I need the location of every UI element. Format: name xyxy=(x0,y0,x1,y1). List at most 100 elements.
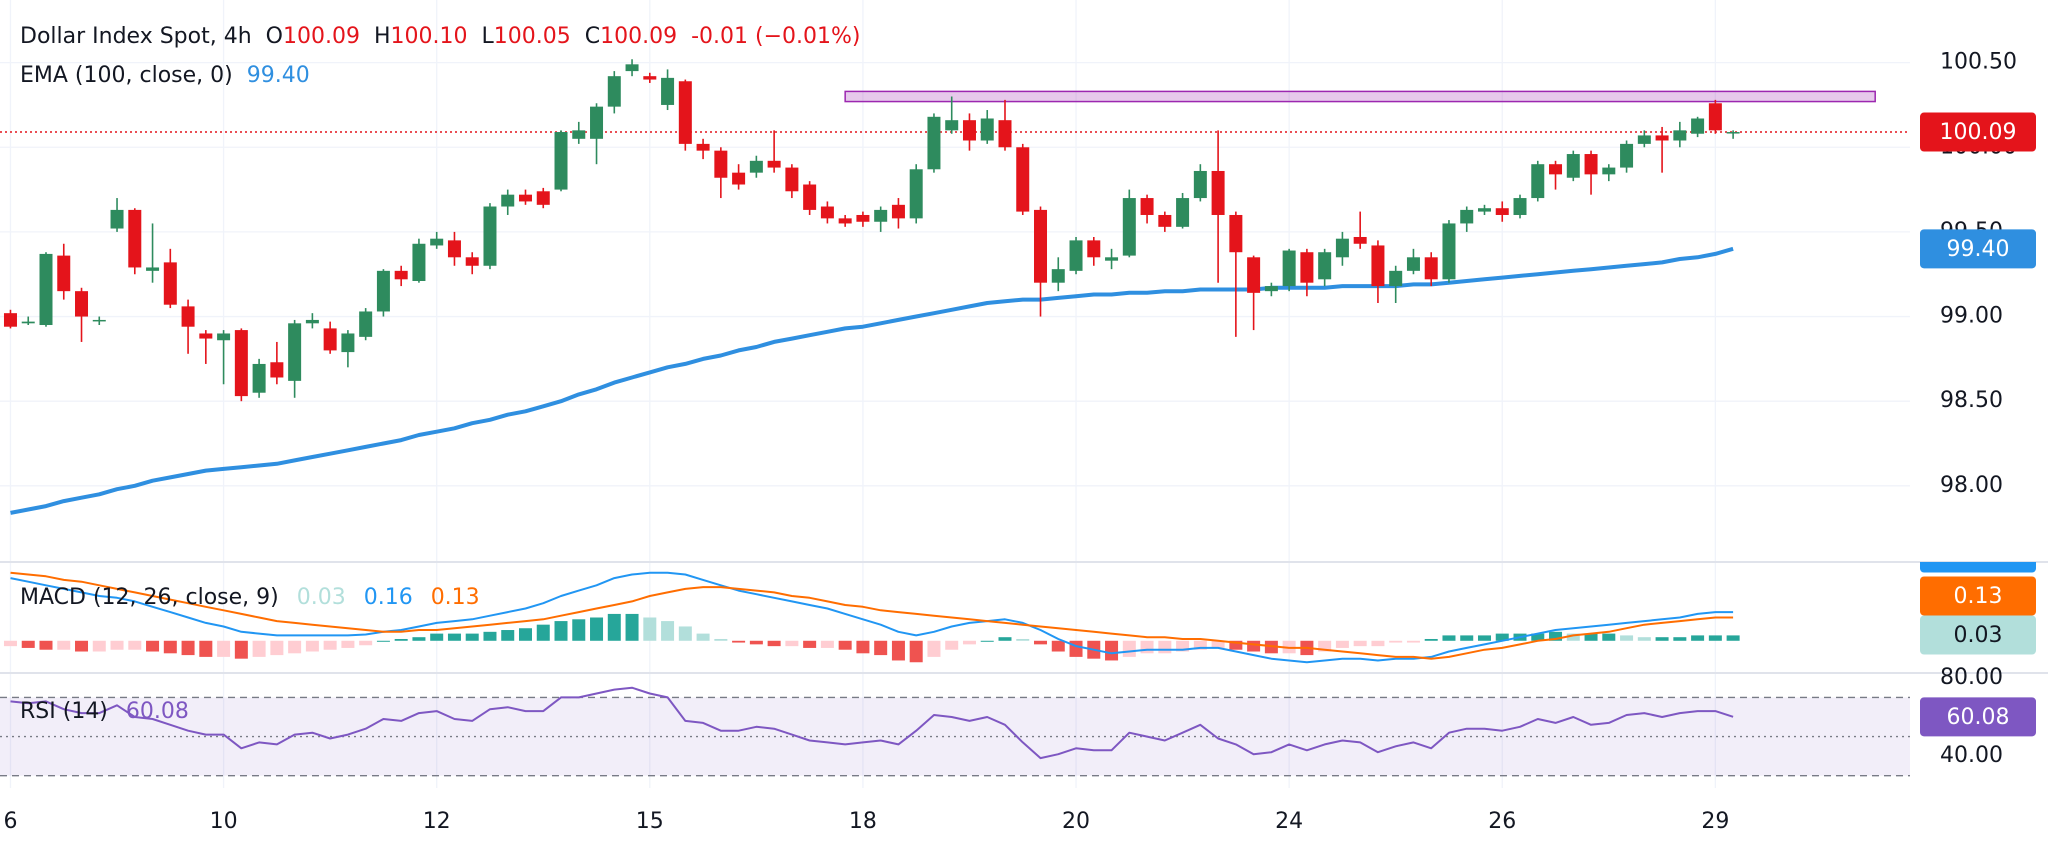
candle-body xyxy=(927,116,941,170)
histogram-bar xyxy=(1122,640,1136,657)
candle-body xyxy=(1566,154,1580,178)
candle-body xyxy=(1069,240,1083,271)
candle-body xyxy=(305,319,319,324)
histogram-bar xyxy=(1211,640,1225,648)
histogram-bar xyxy=(146,640,160,652)
histogram-bar xyxy=(1460,635,1474,641)
candle-body xyxy=(1353,236,1367,244)
candle-body xyxy=(1051,269,1065,283)
histogram-bar xyxy=(1691,635,1705,641)
legend-ema: EMA (100, close, 0) 99.40 xyxy=(20,63,310,88)
candle-body xyxy=(128,209,142,268)
histogram-bar xyxy=(714,638,728,641)
candle-body xyxy=(1176,198,1190,227)
candle-body xyxy=(1389,270,1403,287)
x-tick-label: 6 xyxy=(3,809,17,834)
histogram-bar xyxy=(1389,640,1403,643)
candle-body xyxy=(980,118,994,141)
candle-body xyxy=(554,132,568,190)
histogram-bar xyxy=(430,633,444,641)
histogram-bar xyxy=(1673,637,1687,641)
x-tick-label: 15 xyxy=(636,809,664,834)
histogram-bar xyxy=(181,640,195,656)
histogram-bar xyxy=(1335,640,1349,648)
histogram-bar xyxy=(465,633,479,641)
candle-body xyxy=(909,169,923,219)
histogram-bar xyxy=(536,624,550,641)
legend-text: 0.13 xyxy=(431,585,480,610)
legend-text: L xyxy=(482,24,495,49)
candle-body xyxy=(270,362,284,378)
legend-macd: MACD (12, 26, close, 9) 0.03 0.16 0.13 xyxy=(20,585,480,610)
price-label-box xyxy=(1920,562,2036,573)
candle-body xyxy=(1655,135,1669,141)
ema-line xyxy=(10,246,1734,515)
histogram-bar xyxy=(1016,638,1030,641)
histogram-bar xyxy=(412,637,426,641)
candle-body xyxy=(1602,167,1616,175)
candle-body xyxy=(75,291,89,317)
legend-text: 99.40 xyxy=(247,63,310,88)
histogram-bar xyxy=(803,640,817,648)
price-axis: 61012151820242629100.50100.0099.5099.009… xyxy=(3,50,2036,834)
histogram-bar xyxy=(288,640,302,654)
y-tick-label: 100.50 xyxy=(1940,50,2017,75)
price-label-box xyxy=(1920,229,2036,269)
x-tick-label: 18 xyxy=(849,809,877,834)
price-label: 60.08 xyxy=(1947,705,2010,730)
histogram-bar xyxy=(394,638,408,641)
candle-body xyxy=(803,184,817,210)
candle-body xyxy=(590,106,604,139)
x-tick-label: 10 xyxy=(210,809,238,834)
histogram-bar xyxy=(199,640,213,657)
histogram-bar xyxy=(1477,635,1491,641)
legend-text: 100.09 xyxy=(283,24,360,49)
histogram-bar xyxy=(1424,638,1438,641)
candle-body xyxy=(1477,208,1491,212)
candle-body xyxy=(1229,214,1243,253)
y-tick-label: 98.00 xyxy=(1940,473,2003,498)
y-tick-label: 80.00 xyxy=(1940,665,2003,690)
histogram-bar xyxy=(962,640,976,645)
histogram-bar xyxy=(110,640,124,650)
candle-body xyxy=(1335,238,1349,258)
legend: Dollar Index Spot, 4h O100.09 H100.10 L100.… xyxy=(20,24,861,724)
candle-body xyxy=(39,253,53,326)
histogram-bar xyxy=(696,633,710,641)
legend-text: 60.08 xyxy=(126,699,189,724)
x-tick-label: 12 xyxy=(423,809,451,834)
candle-body xyxy=(1691,118,1705,134)
legend-text: 100.10 xyxy=(391,24,468,49)
histogram-bar xyxy=(501,630,515,641)
candle-body xyxy=(252,363,266,393)
x-tick-label: 20 xyxy=(1062,809,1090,834)
candle-body xyxy=(1371,245,1385,287)
candle-body xyxy=(572,130,586,139)
histogram-bar xyxy=(447,633,461,641)
histogram-bar xyxy=(1051,640,1065,652)
candle-body xyxy=(643,76,657,80)
rsi-pane xyxy=(0,686,1910,777)
histogram-bar xyxy=(57,640,71,650)
candle-body xyxy=(412,243,426,281)
histogram-bar xyxy=(305,640,319,652)
histogram-bar xyxy=(856,640,870,654)
histogram-bar xyxy=(1229,640,1243,650)
legend-text: Dollar Index Spot, 4h xyxy=(20,24,252,49)
candle-body xyxy=(1442,223,1456,280)
price-label-box xyxy=(1920,576,2036,616)
candle-body xyxy=(749,160,763,173)
candle-body xyxy=(518,194,532,202)
candle-body xyxy=(1158,214,1172,227)
candle-body xyxy=(92,319,106,322)
histogram-bar xyxy=(678,626,692,641)
histogram-bar xyxy=(1406,640,1420,643)
histogram-bar xyxy=(749,640,763,645)
histogram-bar xyxy=(270,640,284,656)
candle-body xyxy=(1105,257,1119,261)
histogram-bar xyxy=(217,640,231,657)
histogram-bar xyxy=(1105,640,1119,661)
y-tick-label: 98.50 xyxy=(1940,388,2003,413)
legend-title: Dollar Index Spot, 4h O100.09 H100.10 L100.… xyxy=(20,24,861,49)
histogram-bar xyxy=(820,640,834,648)
